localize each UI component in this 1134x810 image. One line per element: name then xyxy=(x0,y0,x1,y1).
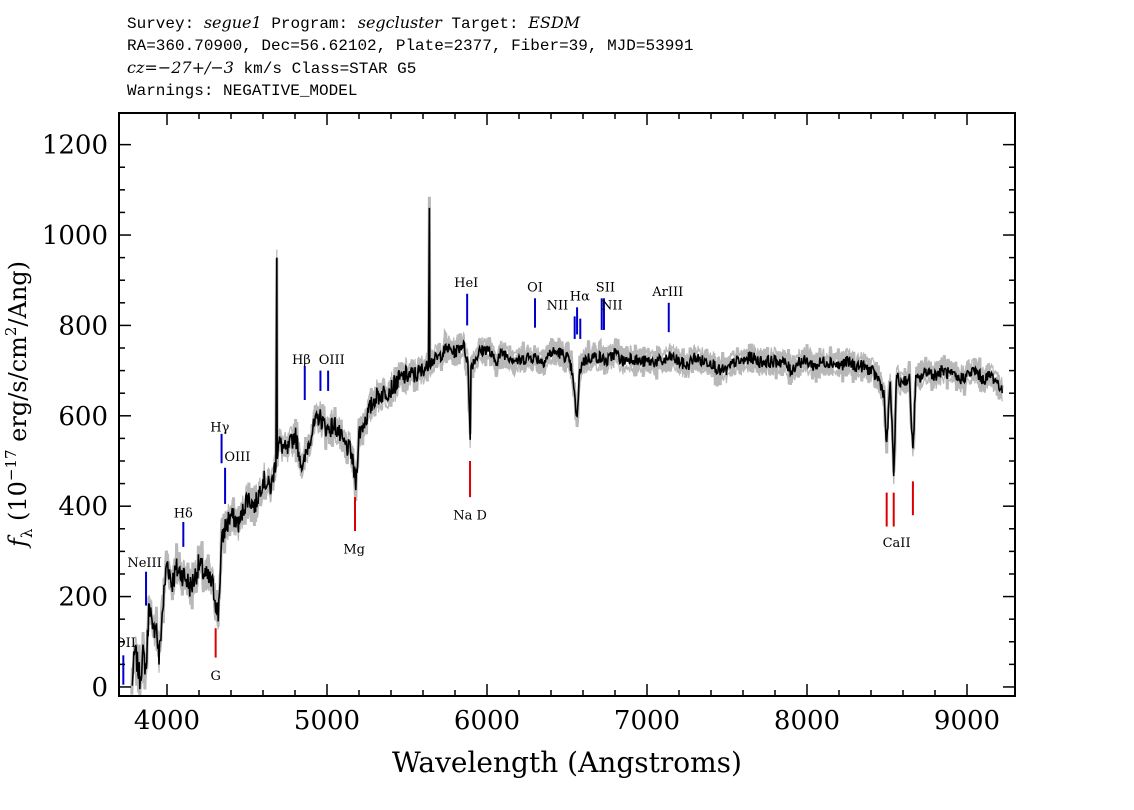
line-label: OIII xyxy=(224,450,250,465)
line-label: NII xyxy=(601,299,623,314)
target-label: Target: xyxy=(451,15,519,33)
line-label: OIII xyxy=(319,353,345,368)
flux-series xyxy=(131,207,1003,690)
x-tick-label: 8000 xyxy=(774,706,840,736)
line-label: HeI xyxy=(454,276,478,291)
y-tick-label: 1200 xyxy=(42,131,108,161)
error-upper xyxy=(131,199,1003,681)
target-value: ESDM xyxy=(528,13,581,32)
line-label: Mg xyxy=(343,543,365,558)
error-lower xyxy=(131,215,1003,696)
y-tick-label: 600 xyxy=(58,402,108,432)
line-label: Hα xyxy=(570,290,590,305)
line-label: SII xyxy=(596,281,615,296)
axes: 4000 5000 6000 7000 8000 9000 0 200 400 600 800 100… xyxy=(42,112,1016,736)
spectrum-header: Survey: segue1 Program: segcluster Targe… xyxy=(127,12,694,102)
line-label: Hδ xyxy=(174,506,193,521)
line-label: NeIII xyxy=(127,556,161,571)
y-tick-label: 1000 xyxy=(42,221,108,251)
error-band xyxy=(130,196,1004,696)
class-text: km/s Class=STAR G5 xyxy=(233,60,417,78)
cz-value: −27+/−3 xyxy=(157,58,234,77)
cz-label: cz= xyxy=(127,58,158,77)
x-tick-label: 5000 xyxy=(294,706,360,736)
line-label: Na D xyxy=(453,509,487,524)
survey-label: Survey: xyxy=(127,15,195,33)
error-trace xyxy=(130,196,1004,696)
line-label: ArIII xyxy=(651,285,683,300)
program-value: segcluster xyxy=(357,13,442,32)
header-line-1: Survey: segue1 Program: segcluster Targe… xyxy=(127,12,694,35)
plot-frame xyxy=(118,112,1016,697)
survey-value: segue1 xyxy=(203,13,262,32)
flux-line xyxy=(131,207,1003,690)
y-tick-label: 800 xyxy=(58,311,108,341)
line-label: G xyxy=(210,669,220,684)
line-label: NII xyxy=(547,299,569,314)
line-label: CaII xyxy=(883,536,911,551)
line-label: Hγ xyxy=(210,421,229,436)
y-tick-label: 400 xyxy=(58,492,108,522)
program-label: Program: xyxy=(271,15,349,33)
line-label: OI xyxy=(527,281,543,296)
y-axis-label: fλ (10−17 erg/s/cm2/Ang) xyxy=(2,261,36,549)
line-markers xyxy=(122,293,914,685)
x-tick-label: 7000 xyxy=(614,706,680,736)
x-tick-label: 4000 xyxy=(134,706,200,736)
x-tick-label: 9000 xyxy=(934,706,1000,736)
header-line-3: cz=−27+/−3 km/s Class=STAR G5 xyxy=(127,57,694,80)
header-line-2: RA=360.70900, Dec=56.62102, Plate=2377, … xyxy=(127,37,694,55)
header-line-4: Warnings: NEGATIVE_MODEL xyxy=(127,82,358,100)
y-tick-label: 0 xyxy=(91,673,108,703)
line-label: Hβ xyxy=(292,353,311,368)
x-tick-label: 6000 xyxy=(454,706,520,736)
line-label: OII xyxy=(115,636,136,651)
y-tick-label: 200 xyxy=(58,583,108,613)
x-axis-label: Wavelength (Angstroms) xyxy=(392,746,742,779)
